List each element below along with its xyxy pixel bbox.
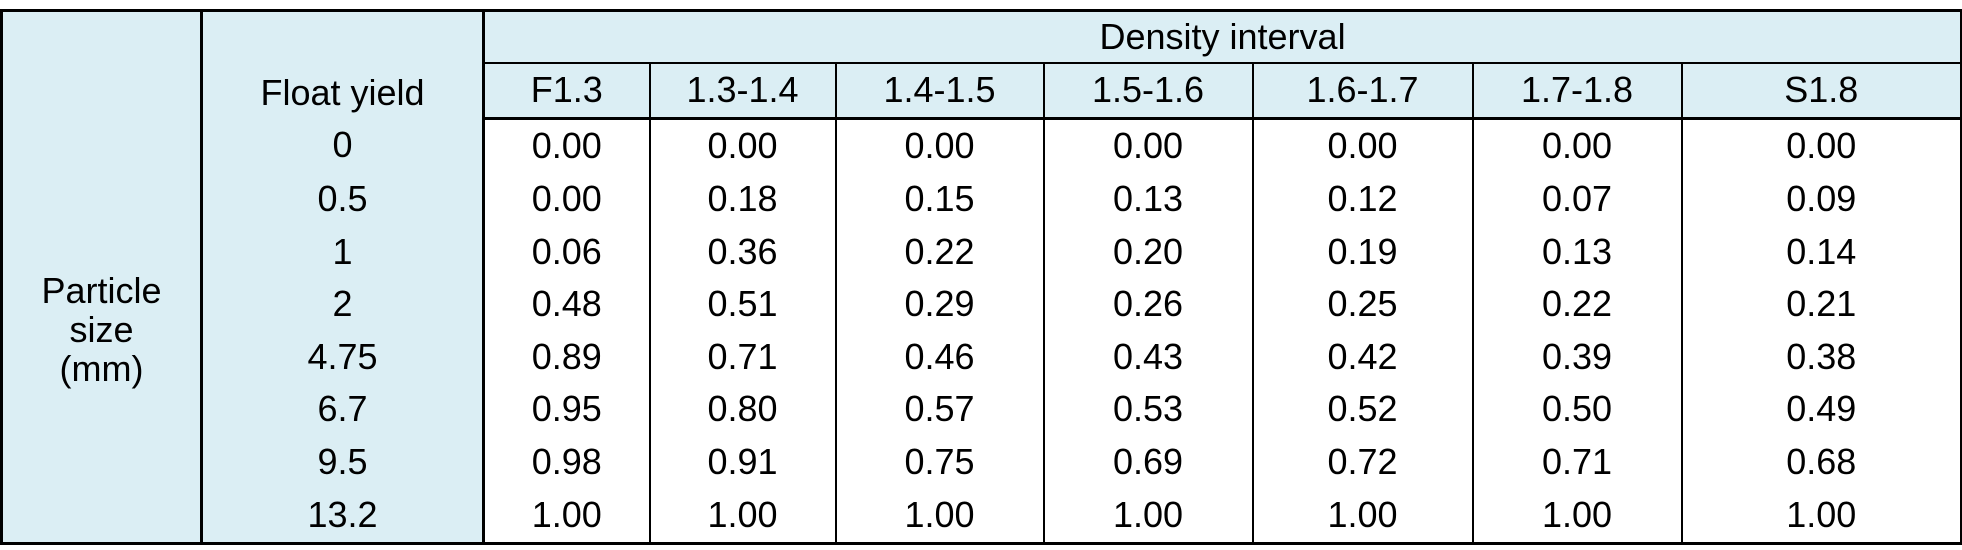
table-row: 4.75 0.89 0.71 0.46 0.43 0.42 0.39 0.38	[2, 330, 1962, 384]
table-cell: 0.26	[1042, 278, 1253, 331]
table-cell: 0.38	[1680, 330, 1962, 384]
table-cell: 0.18	[648, 173, 836, 226]
table-cell: 0.98	[531, 441, 602, 483]
table-cell: 0.69	[1042, 436, 1253, 489]
row-header: Particle size (mm)	[1, 118, 203, 544]
table-cell: 0.71	[648, 330, 836, 384]
table-cell: 0.21	[1680, 278, 1962, 331]
table-cell: 0.00	[834, 118, 1044, 174]
column-header: 1.7-1.8	[1471, 63, 1682, 120]
group-header: Density interval	[483, 10, 1962, 64]
table-cell: 0.20	[1042, 225, 1253, 279]
table-cell: 1.00	[834, 488, 1044, 544]
particle-size: 0.5	[201, 173, 485, 226]
column-header: 1.6-1.7	[1251, 63, 1473, 120]
table-cell: 0.52	[1251, 383, 1473, 437]
data-table: Float yield Density interval F1.3 1.3-1.4…	[0, 9, 1962, 545]
table-cell: 0.25	[1251, 278, 1473, 331]
particle-size: 4.75	[201, 330, 485, 384]
table-cell: 0.46	[834, 330, 1044, 384]
table-cell: 0.14	[1680, 225, 1962, 279]
particle-size: 9.5	[201, 436, 485, 489]
column-header: 1.4-1.5	[834, 63, 1044, 120]
corner-cell	[1, 10, 203, 119]
table-cell: 0.00	[1680, 118, 1962, 174]
table-cell: 0.00	[531, 125, 602, 167]
particle-size: 1	[201, 225, 485, 279]
table-cell: 0.12	[1251, 173, 1473, 226]
table-cell: 0.57	[834, 383, 1044, 437]
table-cell: 0.95	[531, 388, 602, 430]
table-cell: 0.29	[834, 278, 1044, 331]
table-cell: 0.09	[1680, 173, 1962, 226]
table-cell: 0.00	[648, 118, 836, 174]
table-row: 6.7 0.95 0.80 0.57 0.53 0.52 0.50 0.49	[2, 383, 1962, 437]
table-row: 9.5 0.98 0.91 0.75 0.69 0.72 0.71 0.68	[2, 436, 1962, 489]
table-cell: 0.50	[1471, 383, 1682, 437]
column-header: F1.3	[483, 63, 650, 120]
table-cell: 0.19	[1251, 225, 1473, 279]
table-cell: 0.00	[1251, 118, 1473, 174]
table-cell: 0.51	[648, 278, 836, 331]
table-cell: 0.39	[1471, 330, 1682, 384]
particle-size: 6.7	[201, 383, 485, 437]
table-cell: 0.91	[648, 436, 836, 489]
table-cell: 0.22	[834, 225, 1044, 279]
table-cell: 0.07	[1471, 173, 1682, 226]
table-cell: 0.75	[834, 436, 1044, 489]
table-cell: 0.72	[1251, 436, 1473, 489]
table-cell: 0.71	[1471, 436, 1682, 489]
table-cell: 0.42	[1251, 330, 1473, 384]
particle-size: 2	[201, 278, 485, 331]
table-cell: 0.22	[1471, 278, 1682, 331]
table-cell: 0.49	[1680, 383, 1962, 437]
table-row: Particle size (mm) 0 0.00 0.00 0.00 0.00 0.00 0…	[1, 118, 1962, 544]
table-row: 13.2 1.00 1.00 1.00 1.00 1.00 1.00 1.00	[2, 488, 1962, 544]
table-cell: 1.00	[1680, 488, 1962, 544]
table-cell: 0.53	[1042, 383, 1253, 437]
table-cell: 1.00	[648, 488, 836, 544]
table-cell: 0.48	[531, 283, 602, 325]
column-header: 1.3-1.4	[648, 63, 836, 120]
table-row: 2 0.48 0.51 0.29 0.26 0.25 0.22 0.21	[2, 278, 1962, 331]
float-yield-header: Float yield	[201, 10, 485, 119]
table-cell: 0.89	[531, 335, 602, 377]
table-cell: 0.36	[648, 225, 836, 279]
table-cell: 1.00	[531, 493, 602, 535]
particle-size: 0	[201, 118, 485, 174]
column-header: 1.5-1.6	[1042, 63, 1253, 120]
table-cell: 0.06	[531, 230, 602, 272]
table-cell: 0.00	[1471, 118, 1682, 174]
table-row: 1 0.06 0.36 0.22 0.20 0.19 0.13 0.14	[2, 225, 1962, 279]
table-cell: 1.00	[1042, 488, 1253, 544]
column-header: S1.8	[1680, 63, 1962, 120]
particle-size: 13.2	[201, 488, 485, 544]
table-cell: 0.43	[1042, 330, 1253, 384]
table-row: 0.5 0.00 0.18 0.15 0.13 0.12 0.07 0.09	[2, 173, 1962, 226]
table-cell: 1.00	[1251, 488, 1473, 544]
table-cell: 0.80	[648, 383, 836, 437]
table-cell: 1.00	[1471, 488, 1682, 544]
table-cell: 0.13	[1471, 225, 1682, 279]
table-cell: 0.00	[531, 178, 602, 219]
table-cell: 0.68	[1680, 436, 1962, 489]
table-cell: 0.00	[1042, 118, 1253, 174]
table-cell: 0.13	[1042, 173, 1253, 226]
table-cell: 0.15	[834, 173, 1044, 226]
